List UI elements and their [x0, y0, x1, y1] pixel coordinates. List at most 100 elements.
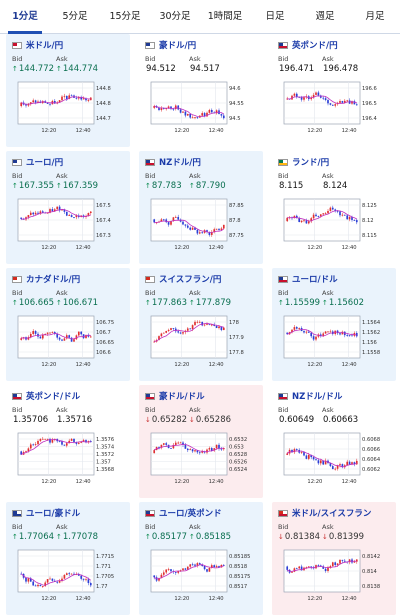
candle-body: [89, 583, 92, 586]
rate-card[interactable]: 米ドル/円 Bid Ask ↑144.772 ↑144.774 144.8 144.8 144…: [6, 34, 130, 147]
pair-name[interactable]: ランド/円: [292, 158, 330, 168]
candlestick-chart[interactable]: 0.6068 0.6066 0.6064 0.6062 12:20 12:40: [278, 429, 386, 485]
rate-card[interactable]: ランド/円 Bid Ask 8.115 8.124 8.125 8.12 8.115 12:20…: [272, 151, 396, 264]
ask-label: Ask: [56, 406, 68, 414]
pair-name[interactable]: 豪ドル/円: [159, 41, 197, 51]
pair-name[interactable]: 英ポンド/円: [292, 41, 338, 51]
ask-value: 144.774: [62, 64, 99, 74]
candle-body: [210, 109, 213, 113]
candlestick-chart[interactable]: 167.5 167.4 167.3 12:20 12:40: [12, 195, 120, 251]
pair-name[interactable]: ユーロ/豪ドル: [26, 509, 81, 519]
pair-name[interactable]: 豪ドル/ドル: [159, 392, 205, 402]
candle-body: [158, 447, 160, 448]
candlestick-chart[interactable]: 144.8 144.8 144.7 12:20 12:40: [12, 78, 120, 134]
pair-name[interactable]: NZドル/ドル: [292, 392, 343, 402]
rate-card[interactable]: カナダドル/円 Bid Ask ↑106.665 ↑106.671 106.75 106.7…: [6, 268, 130, 381]
rate-card[interactable]: NZドル/ドル Bid Ask 0.60649 0.60663 0.6068 0.6066 0…: [272, 385, 396, 498]
rate-card[interactable]: 米ドル/スイスフラン Bid Ask ↓0.81384 ↓0.81399 0.8142 0.…: [272, 502, 396, 615]
candlestick-chart[interactable]: 0.8142 0.814 0.8138 12:20 12:40: [278, 546, 386, 602]
candle-body: [286, 217, 289, 222]
tab-4[interactable]: 1時間足: [207, 11, 243, 22]
y-tick-label: 178: [229, 320, 239, 326]
ask-label: Ask: [322, 406, 334, 414]
rate-card[interactable]: ユーロ/英ポンド Bid Ask ↑0.85177 ↑0.85185 0.85185 0.8…: [139, 502, 263, 615]
pair-name[interactable]: カナダドル/円: [26, 275, 81, 285]
candle-body: [201, 232, 204, 234]
candle-body: [305, 455, 308, 459]
tab-2[interactable]: 15分足: [109, 11, 141, 22]
pair-name[interactable]: ユーロ/ドル: [292, 275, 338, 285]
ask-value: 8.124: [323, 181, 348, 191]
candle-body: [322, 460, 325, 465]
candle-body: [89, 441, 92, 443]
tab-3[interactable]: 30分足: [159, 11, 191, 22]
rate-card[interactable]: ユーロ/ドル Bid Ask ↑1.15599 ↑1.15602 1.1564 1.1562…: [272, 268, 396, 381]
candlestick-chart[interactable]: 178 177.9 177.8 12:20 12:40: [145, 312, 253, 368]
candlestick-chart[interactable]: 87.85 87.8 87.75 12:20 12:40: [145, 195, 253, 251]
candle-body: [153, 219, 156, 223]
candle-body: [348, 217, 351, 220]
y-tick-label: 0.6526: [229, 460, 247, 466]
candle-body: [177, 216, 180, 220]
pair-name[interactable]: スイスフラン/円: [159, 275, 222, 285]
candle-body: [218, 326, 220, 329]
rate-card[interactable]: 英ポンド/ドル Bid Ask 1.35706 1.35716 1.3576 1.3574 1…: [6, 385, 130, 498]
moving-average-line: [286, 450, 357, 468]
candle-body: [206, 230, 208, 233]
pair-name[interactable]: 米ドル/円: [26, 41, 64, 51]
candlestick-chart[interactable]: 1.1564 1.1562 1.156 1.1558 12:20 12:40: [278, 312, 386, 368]
tab-7[interactable]: 月足: [365, 11, 385, 22]
tab-5[interactable]: 日足: [265, 11, 285, 22]
candlestick-chart[interactable]: 94.6 94.55 94.5 12:20 12:40: [145, 78, 253, 134]
candle-body: [46, 579, 49, 583]
rate-card[interactable]: 豪ドル/円 Bid Ask 94.512 94.517 94.6 94.55 94.5 12:2…: [139, 34, 263, 147]
rate-card[interactable]: 英ポンド/円 Bid Ask 196.471 196.478 196.6 196.5 196.…: [272, 34, 396, 147]
candle-body: [56, 333, 59, 338]
ask-label: Ask: [189, 55, 201, 63]
candle-body: [322, 97, 325, 99]
tab-0[interactable]: 1分足: [0, 0, 50, 34]
pair-name[interactable]: NZドル/円: [159, 158, 201, 168]
x-tick-label: 12:40: [76, 128, 91, 134]
candlestick-chart[interactable]: 1.7715 1.771 1.7705 1.77 12:20 12:40: [12, 546, 120, 602]
candle-body: [162, 332, 165, 334]
candle-body: [73, 573, 75, 575]
candle-body: [220, 114, 223, 116]
candle-body: [329, 207, 332, 211]
rate-card[interactable]: NZドル/円 Bid Ask ↑87.783 ↑87.790 87.85 87.8 87.75…: [139, 151, 263, 264]
pair-name[interactable]: 英ポンド/ドル: [26, 392, 81, 402]
candle-body: [222, 224, 225, 229]
rate-card[interactable]: スイスフラン/円 Bid Ask ↑177.863 ↑177.879 178 177.9 17…: [139, 268, 263, 381]
candlestick-chart[interactable]: 196.6 196.5 196.4 12:20 12:40: [278, 78, 386, 134]
candle-body: [46, 332, 49, 334]
rate-card[interactable]: ユーロ/豪ドル Bid Ask ↑1.77064 ↑1.77078 1.7715 1.771…: [6, 502, 130, 615]
pair-name[interactable]: ユーロ/円: [26, 158, 64, 168]
candlestick-chart[interactable]: 0.85185 0.8518 0.85175 0.8517 12:20 12:40: [145, 546, 253, 602]
candlestick-chart[interactable]: 8.125 8.12 8.115 12:20 12:40: [278, 195, 386, 251]
candle-body: [307, 454, 310, 459]
candle-body: [215, 325, 218, 329]
rate-card[interactable]: ユーロ/円 Bid Ask ↑167.355 ↑167.359 167.5 167.4 167…: [6, 151, 130, 264]
candle-body: [153, 450, 156, 454]
candlestick-chart[interactable]: 106.75 106.7 106.65 106.6 12:20 12:40: [12, 312, 120, 368]
candle-body: [203, 324, 206, 326]
pair-name[interactable]: ユーロ/英ポンド: [159, 509, 222, 519]
flag-icon: [145, 509, 155, 517]
candle-body: [85, 579, 87, 581]
y-tick-label: 1.3568: [96, 467, 114, 473]
ask-value: 1.15602: [328, 298, 365, 308]
candle-body: [73, 217, 75, 218]
flag-icon: [278, 41, 288, 49]
rate-card[interactable]: 豪ドル/ドル Bid Ask ↓0.65282 ↓0.65286 0.6532 0.653 0…: [139, 385, 263, 498]
candle-body: [213, 448, 216, 451]
candle-body: [89, 211, 92, 214]
candle-body: [346, 100, 349, 102]
candle-body: [63, 574, 66, 579]
candle-body: [41, 586, 44, 587]
tab-6[interactable]: 週足: [315, 11, 335, 22]
pair-name[interactable]: 米ドル/スイスフラン: [292, 509, 372, 519]
candle-body: [295, 93, 298, 97]
tab-1[interactable]: 5分足: [62, 11, 88, 22]
